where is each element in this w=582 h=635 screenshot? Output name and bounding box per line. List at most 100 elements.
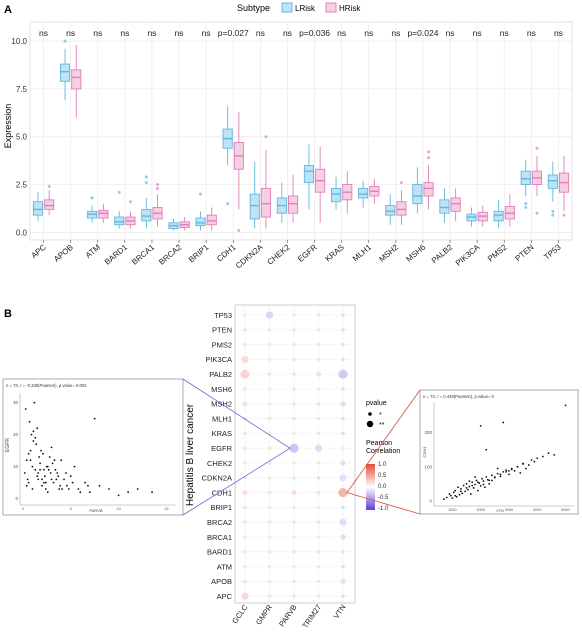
bubble-parvb-apc — [292, 594, 296, 598]
scatter-left-ylabel: EGFR — [5, 438, 11, 452]
bubble-gclc-msh2 — [242, 401, 248, 407]
bubble-vtn-pten — [341, 328, 345, 332]
bubble-trim27-brca1 — [316, 535, 321, 539]
scatter-point — [93, 417, 96, 420]
outlier-point — [128, 200, 132, 204]
scatter-point — [32, 430, 35, 433]
significance-label: p=0.036 — [299, 28, 330, 38]
x-tick-label: BRCA1 — [130, 242, 157, 266]
bubble-y-label: PMS2 — [212, 340, 232, 349]
box-brca1-hrisk — [152, 183, 163, 227]
bubble-gclc-brca2 — [243, 520, 247, 524]
bubble-parvb-tp53 — [292, 313, 296, 317]
scatter-point — [73, 465, 76, 468]
bubble-gclc-apc — [241, 592, 249, 600]
x-tick-label: BARD1 — [103, 242, 130, 266]
bubble-y-label: BRCA1 — [207, 533, 232, 542]
box-egfr-lrisk — [303, 144, 314, 210]
connector-lines — [182, 378, 421, 516]
bubble-parvb-brca2 — [292, 520, 296, 524]
bubble-trim27-tp53 — [316, 313, 321, 317]
bubble-parvb-kras — [292, 431, 296, 436]
x-tick-label: MLH1 — [351, 242, 374, 263]
box-apc-lrisk — [32, 192, 43, 221]
scatter-point — [43, 481, 45, 484]
scatter-x-tick: 3000 — [505, 508, 513, 512]
box-brip1-hrisk — [206, 207, 217, 231]
box-msh2-hrisk — [396, 181, 407, 225]
box-plot: Subtype LRisk HRisk 0.0 2.5 5.0 7.5 10.0 ns n… — [3, 2, 573, 270]
bubble-parvb-brip1 — [292, 505, 296, 510]
scatter-y-tick: 10 — [13, 464, 19, 469]
scatter-point — [31, 465, 34, 468]
scatter-point — [32, 440, 35, 442]
x-tick-label: MSH6 — [404, 242, 427, 264]
colorbar-tick-label: 0.5 — [378, 473, 387, 479]
outlier-point — [144, 181, 148, 185]
bubble-gclc-kras — [243, 431, 247, 436]
significance-label: ns — [147, 28, 156, 38]
colorbar-tick-label: -0.5 — [378, 495, 389, 501]
scatter-point — [24, 408, 27, 410]
scatter-point — [459, 490, 462, 493]
colorbar-tick-label: -1.0 — [378, 506, 389, 512]
scatter-point — [499, 475, 502, 478]
scatter-point — [34, 436, 37, 439]
scatter-point — [536, 457, 539, 460]
box-pik3ca-lrisk — [466, 207, 477, 227]
bubble-y-label: CDKN2A — [202, 474, 232, 483]
box-tp53-lrisk — [547, 161, 558, 217]
scatter-point — [43, 475, 46, 478]
scatter-right-xlabel: VTN — [496, 509, 504, 513]
outlier-point — [144, 175, 148, 179]
x-tick-label: CDKN2A — [234, 242, 265, 270]
pvalue-legend-label-1: * — [379, 412, 382, 419]
scatter-point — [37, 472, 40, 474]
scatter-point — [467, 488, 469, 491]
scatter-x-tick: 15 — [164, 507, 168, 511]
x-tick-label: EGFR — [296, 243, 319, 264]
x-tick-label: APOB — [52, 243, 75, 264]
legend-title: Subtype — [237, 3, 270, 13]
bubble-trim27-brip1 — [316, 505, 321, 510]
scatter-y-tick: 100 — [424, 464, 432, 469]
panel-label-a: A — [4, 4, 12, 16]
scatter-point — [461, 492, 464, 495]
bubble-vtn-pik3ca — [341, 357, 345, 362]
bubble-gmpr-atm — [267, 564, 272, 569]
scatter-point — [60, 459, 63, 462]
bubble-y-label: BRIP1 — [210, 503, 232, 512]
scatter-point — [450, 494, 452, 497]
scatter-point — [505, 471, 508, 473]
box-bard1-hrisk — [125, 200, 136, 229]
outlier-point — [47, 184, 51, 188]
scatter-point — [502, 471, 505, 473]
bubble-trim27-brca2 — [316, 520, 321, 524]
box-brca2-lrisk — [168, 218, 179, 231]
scatter-point — [29, 449, 32, 452]
outlier-point — [237, 228, 241, 232]
box-cdh1-hrisk — [233, 111, 244, 232]
bubble-parvb-chek2 — [292, 461, 296, 465]
significance-label: ns — [66, 28, 75, 38]
scatter-point — [27, 481, 30, 484]
bubble-trim27-kras — [316, 431, 321, 436]
scatter-point — [35, 443, 38, 446]
outlier-point — [524, 202, 528, 206]
bubble-gclc-pms2 — [243, 342, 247, 347]
scatter-point — [454, 494, 457, 497]
scatter-point — [63, 478, 65, 481]
scatter-point — [46, 491, 49, 494]
bubble-x-label: TRIM27 — [300, 603, 323, 630]
bubble-gmpr-brca1 — [267, 535, 272, 539]
scatter-point — [491, 479, 493, 482]
pvalue-legend-label-2: ** — [379, 422, 385, 429]
bubble-gclc-msh6 — [243, 387, 247, 391]
box-brip1-lrisk — [195, 192, 206, 231]
correlation-legend: Pearson Correlation 1.0 0.5 0.0 -0.5 -1.0 — [366, 440, 400, 512]
bubble-parvb-mlh1 — [292, 416, 296, 421]
pvalue-legend-dot-1 — [368, 412, 372, 416]
scatter-point — [468, 485, 471, 488]
box-cdkn2a-lrisk — [249, 161, 260, 229]
box-kras-lrisk — [330, 176, 342, 210]
